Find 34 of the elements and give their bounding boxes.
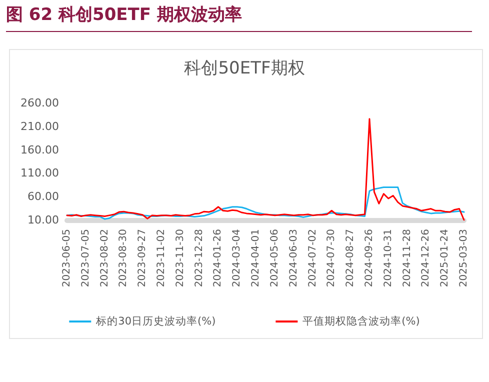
- legend-label: 标的30日历史波动率(%): [95, 314, 216, 328]
- x-tick-label: 2024-03-04: [232, 229, 243, 288]
- x-tick-label: 2024-10-31: [382, 229, 394, 288]
- x-tick-label: 2024-06-03: [288, 229, 300, 288]
- x-tick-label: 2024-04-01: [250, 229, 262, 288]
- x-tick-label: 2023-09-27: [137, 229, 148, 288]
- y-tick-label: 210.00: [20, 120, 59, 133]
- x-tick-label: 2023-11-30: [174, 229, 186, 288]
- x-tick-label: 2024-01-26: [212, 229, 224, 288]
- x-tick-label: 2023-08-02: [99, 229, 110, 288]
- legend-label: 平值期权隐含波动率(%): [302, 314, 420, 328]
- x-tick-label: 2024-07-30: [326, 229, 338, 288]
- x-tick-label: 2024-09-26: [364, 229, 375, 288]
- x-tick-label: 2024-07-02: [307, 229, 318, 288]
- x-tick-label: 2025-03-03: [458, 229, 470, 288]
- x-tick-label: 2023-06-05: [62, 229, 72, 288]
- x-tick-label: 2023-08-30: [118, 229, 130, 288]
- y-tick-label: 260.00: [20, 96, 59, 110]
- x-tick-label: 2024-11-28: [402, 229, 413, 288]
- chart-subtitle: 科创50ETF期权: [184, 58, 305, 78]
- y-tick-label: 10.00: [28, 214, 59, 226]
- y-tick-label: 160.00: [20, 143, 59, 156]
- x-tick-label: 2023-12-28: [194, 229, 205, 288]
- x-tick-label: 2024-08-27: [345, 229, 356, 288]
- y-tick-label: 110.00: [20, 166, 59, 180]
- chart-title: 图 62 科创50ETF 期权波动率: [6, 3, 472, 32]
- x-tick-label: 2025-01-24: [440, 229, 451, 288]
- y-tick-label: 60.00: [28, 190, 59, 204]
- x-tick-label: 2024-05-06: [269, 229, 280, 288]
- line-series: [66, 118, 465, 221]
- line-series: [66, 186, 465, 220]
- x-tick-label: 2024-12-26: [420, 229, 432, 288]
- x-tick-label: 2023-11-02: [156, 229, 168, 288]
- x-tick-label: 2023-07-05: [80, 229, 92, 288]
